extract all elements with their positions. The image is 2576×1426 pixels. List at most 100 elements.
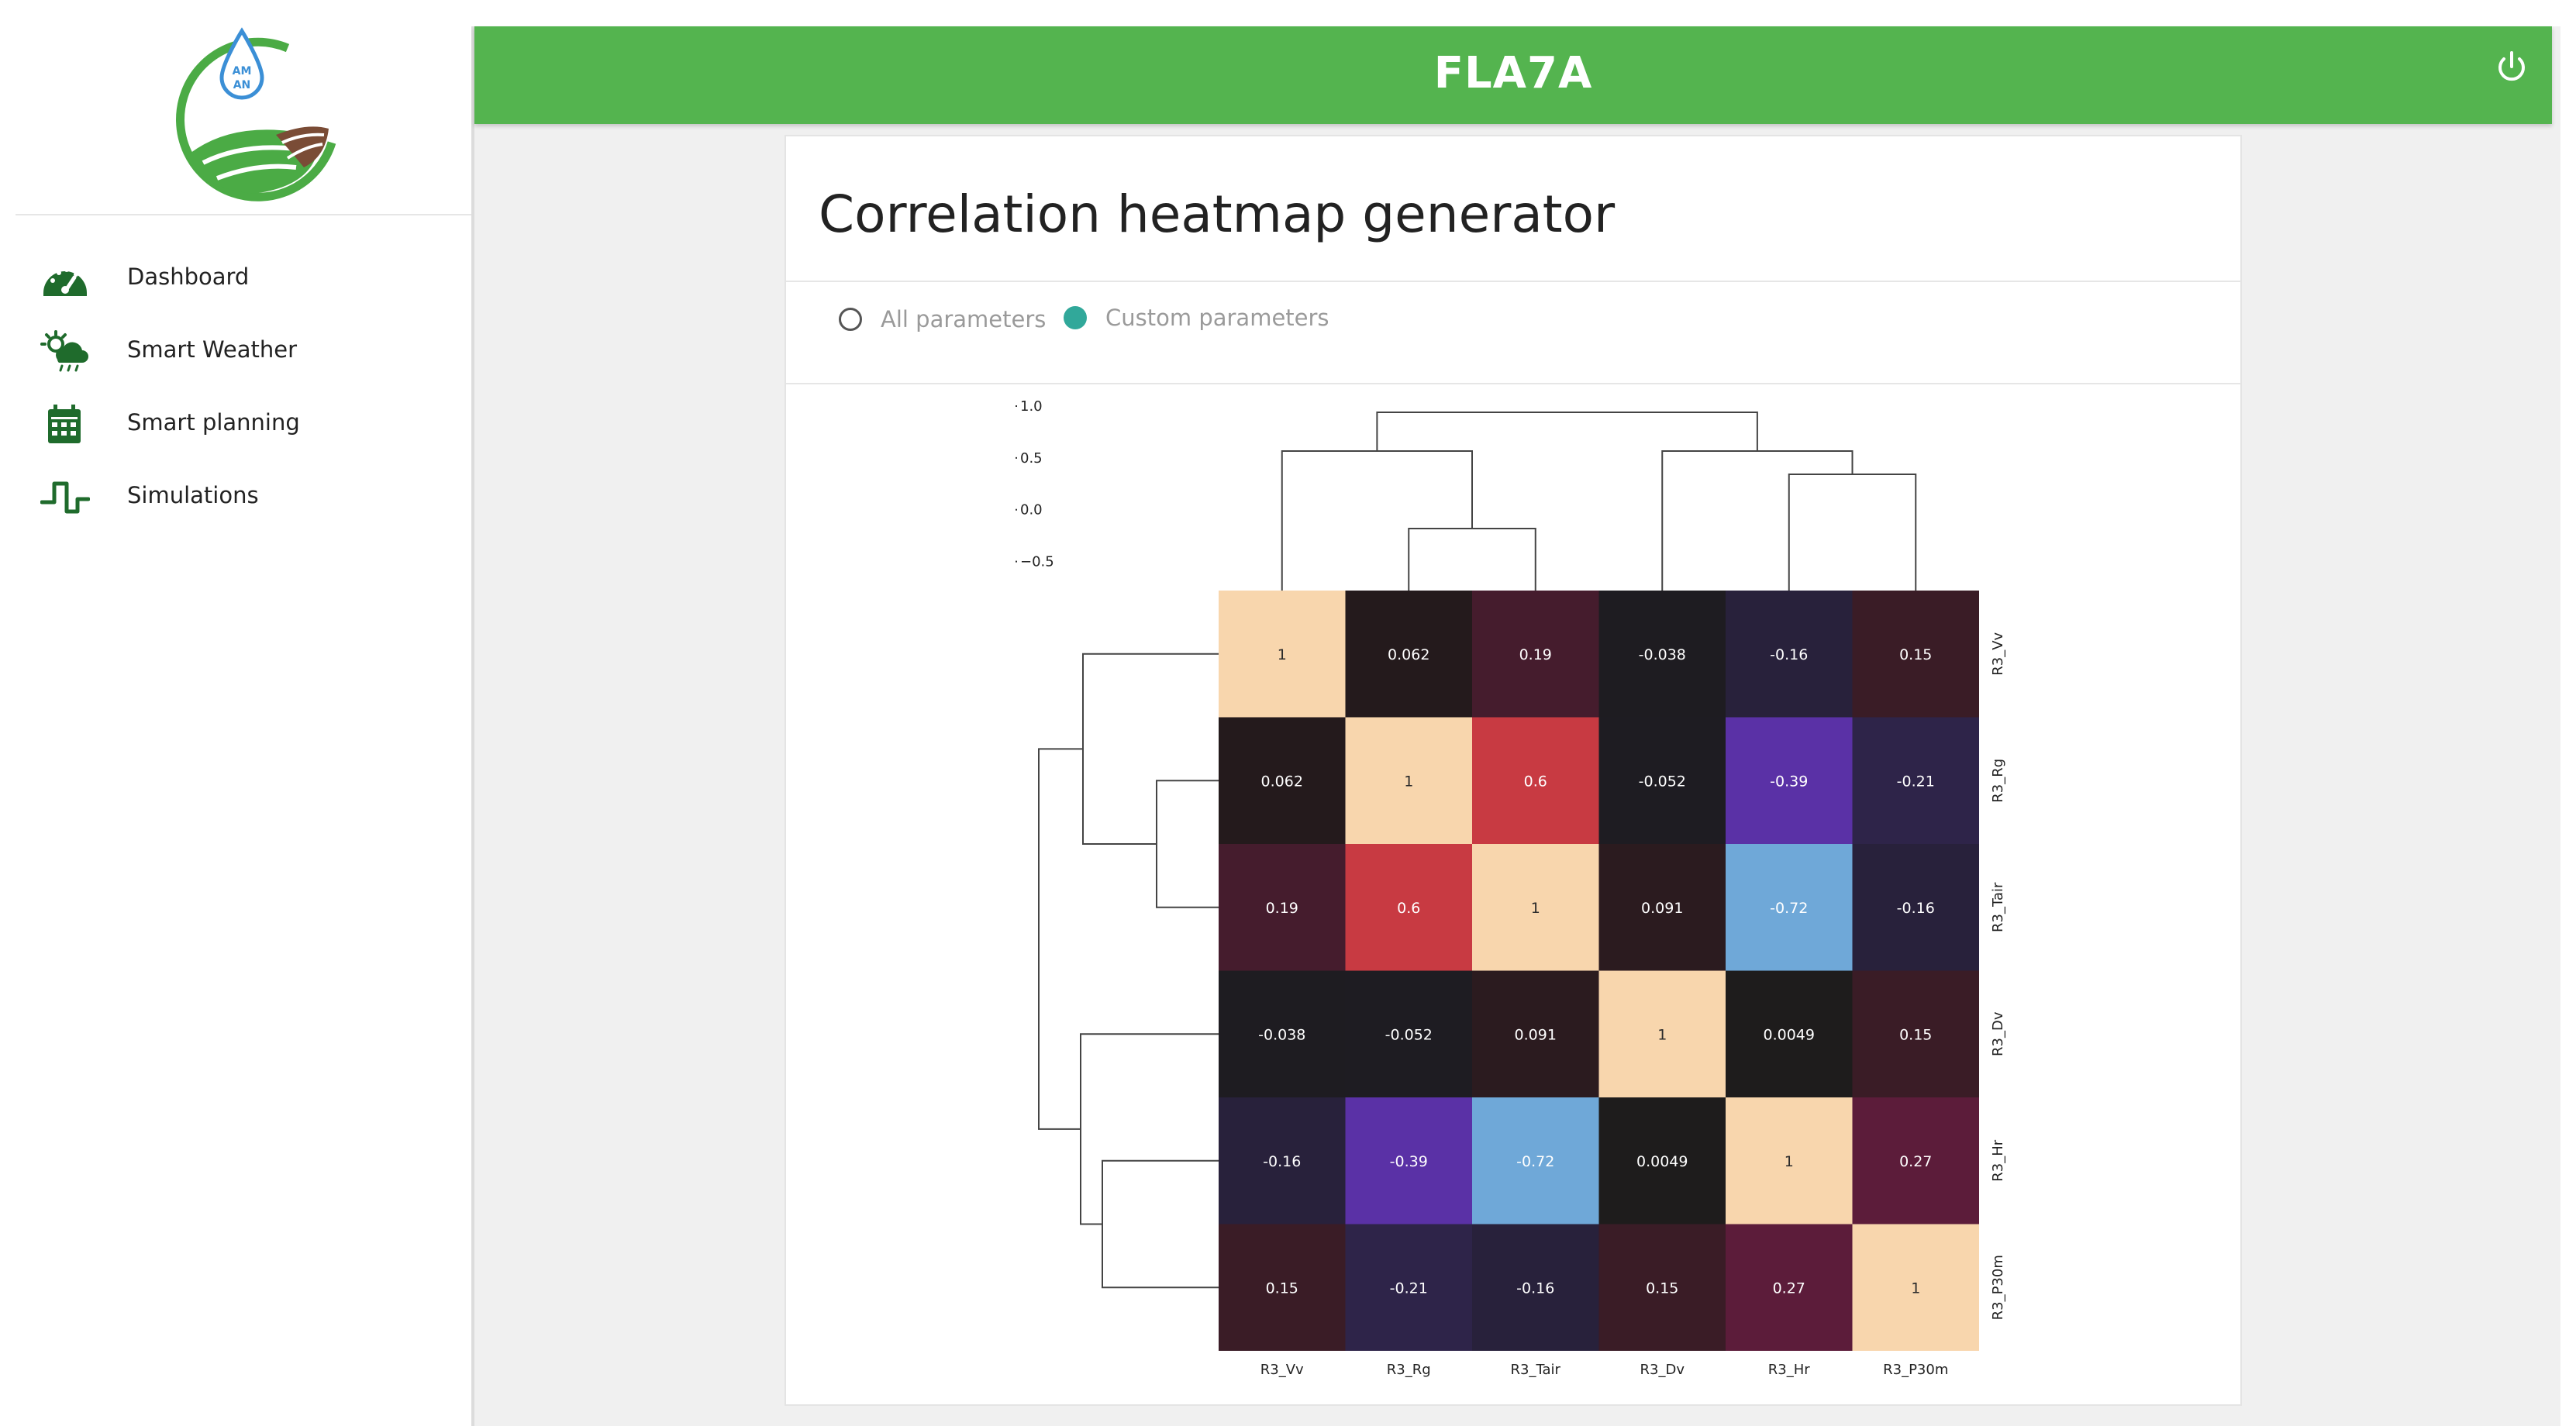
- calendar-icon: [48, 405, 81, 443]
- divider: [786, 281, 2240, 282]
- sidebar: AM AN Dashboard Smart Weather: [16, 26, 474, 1426]
- heatmap-cell-value: 0.6: [1397, 900, 1420, 917]
- heatmap-cell: [1598, 1097, 1726, 1224]
- heatmap-cell-value: 0.0049: [1636, 1153, 1688, 1170]
- radio-all-parameters[interactable]: All parameters: [839, 304, 1046, 335]
- colorbar-tick-label: −0.5: [1020, 554, 1054, 570]
- heatmap-cell-value: -0.16: [1516, 1280, 1554, 1297]
- heatmap-cell-value: 1: [1911, 1280, 1920, 1297]
- sidebar-item-smart-planning[interactable]: Smart planning: [16, 389, 471, 459]
- heatmap-cell: [1598, 591, 1726, 718]
- aman-logo[interactable]: AM AN: [160, 26, 346, 212]
- heatmap-cell-value: 1: [1785, 1153, 1794, 1170]
- heatmap-cell-value: 0.19: [1519, 646, 1552, 663]
- heatmap-cell-value: -0.16: [1263, 1153, 1301, 1170]
- heatmap-cell-value: -0.72: [1770, 900, 1808, 917]
- heatmap-cell: [1472, 717, 1599, 844]
- heatmap-cell: [1598, 844, 1726, 971]
- heatmap-cell-value: -0.72: [1516, 1153, 1554, 1170]
- heatmap-cell-value: 0.062: [1388, 646, 1429, 663]
- colorbar-tick-label: 0.0: [1020, 502, 1043, 518]
- app-title: FLA7A: [1433, 48, 1593, 98]
- heatmap-cell-value: -0.21: [1390, 1280, 1428, 1297]
- logo-text-top: AM: [233, 65, 252, 78]
- heatmap-cell: [1598, 1224, 1726, 1351]
- heatmap-cell-value: -0.21: [1897, 773, 1935, 790]
- heatmap-cell: [1345, 1097, 1472, 1224]
- dendrogram-link: [1080, 1033, 1219, 1225]
- signal-wave-icon: [40, 481, 90, 514]
- colorbar-tick-label: 1.0: [1020, 398, 1043, 415]
- row-dendrogram: [1038, 653, 1219, 1289]
- heatmap-cell: [1726, 717, 1853, 844]
- heatmap-cell-value: -0.39: [1770, 773, 1808, 790]
- heatmap-tick-labels: R3_Vv R3_Rg R3_Tair R3_Dv R3_Hr R3_P30m R3_Vv R…: [1260, 632, 2006, 1378]
- weather-icon: [40, 330, 88, 372]
- dendrogram-link: [1408, 528, 1536, 591]
- dendrogram-link: [1038, 748, 1083, 1130]
- heatmap-cell-value: 1: [1657, 1026, 1667, 1043]
- heatmap-cell: [1472, 591, 1599, 718]
- sidebar-item-simulations[interactable]: Simulations: [16, 462, 471, 532]
- heatmap-cell: [1219, 1097, 1346, 1224]
- heatmap-cell: [1472, 970, 1599, 1097]
- dendrogram-link: [1661, 450, 1854, 591]
- logo-text-bottom: AN: [233, 79, 251, 91]
- heatmap-cell: [1852, 717, 1979, 844]
- heatmap-cell-value: 0.6: [1524, 773, 1547, 790]
- sidebar-item-dashboard[interactable]: Dashboard: [16, 243, 471, 313]
- top-bar: FLA7A: [474, 26, 2552, 124]
- heatmap-cell-value: 0.091: [1515, 1026, 1557, 1043]
- heatmap-cell: [1852, 591, 1979, 718]
- heatmap-cell: [1219, 1224, 1346, 1351]
- heatmap-cell: [1726, 1097, 1853, 1224]
- sidebar-item-label: Smart planning: [127, 409, 300, 436]
- heatmap-cell-value: 1: [1531, 900, 1540, 917]
- heatmap-cell: [1345, 970, 1472, 1097]
- heatmap-cell-value: 0.15: [1899, 646, 1932, 663]
- heatmap-cell-value: 1: [1404, 773, 1413, 790]
- heatmap-cell-value: -0.16: [1770, 646, 1808, 663]
- heatmap-cell: [1472, 1224, 1599, 1351]
- heatmap-cell-value: 0.15: [1266, 1280, 1298, 1297]
- x-tick-label: R3_Dv: [1640, 1362, 1685, 1378]
- heatmap-cell: [1726, 844, 1853, 971]
- power-icon[interactable]: [2495, 50, 2529, 85]
- x-tick-label: R3_Rg: [1387, 1362, 1431, 1378]
- radio-custom-parameters[interactable]: Custom parameters: [1064, 302, 1329, 333]
- sidebar-item-smart-weather[interactable]: Smart Weather: [16, 316, 471, 386]
- dendrogram-link: [1082, 653, 1219, 845]
- heatmap-cell: [1345, 717, 1472, 844]
- radio-label: All parameters: [881, 306, 1047, 332]
- x-tick-label: R3_Vv: [1260, 1362, 1304, 1378]
- heatmap-cell-value: -0.39: [1390, 1153, 1428, 1170]
- heatmap-cell-value: 0.19: [1266, 900, 1298, 917]
- heatmap-cell: [1852, 1224, 1979, 1351]
- heatmap-cell: [1852, 844, 1979, 971]
- sidebar-item-label: Simulations: [127, 482, 259, 508]
- heatmap-cell: [1345, 1224, 1472, 1351]
- colorbar-tick-label: 0.5: [1020, 450, 1043, 467]
- heatmap-cell: [1472, 844, 1599, 971]
- heatmap-cell: [1219, 717, 1346, 844]
- heatmap-cell-value: 0.062: [1261, 773, 1303, 790]
- page-title: Correlation heatmap generator: [819, 184, 1616, 244]
- heatmap-cell-value: -0.052: [1385, 1026, 1433, 1043]
- heatmap-cell: [1598, 970, 1726, 1097]
- y-tick-label: R3_Dv: [1990, 1011, 2006, 1056]
- heatmap-cell: [1852, 1097, 1979, 1224]
- y-tick-label: R3_Hr: [1990, 1139, 2006, 1181]
- correlation-heatmap: 1.0 0.5 0.0 −0.5 1 0.062 0.19 -0.038 -0.16 0.15 0…: [1016, 398, 2006, 1378]
- divider: [786, 383, 2240, 384]
- heatmap-cell: [1345, 591, 1472, 718]
- y-tick-label: R3_Vv: [1990, 632, 2006, 675]
- heatmap-cell: [1345, 844, 1472, 971]
- heatmap-cell-value: -0.16: [1897, 900, 1935, 917]
- heatmap-cell-value: 0.0049: [1764, 1026, 1815, 1043]
- y-tick-label: R3_Rg: [1990, 759, 2006, 803]
- heatmap-cell: [1219, 970, 1346, 1097]
- heatmap-cell-value: -0.052: [1639, 773, 1686, 790]
- sidebar-item-label: Dashboard: [127, 264, 250, 290]
- radio-unchecked-icon: [839, 308, 862, 331]
- y-tick-label: R3_Tair: [1990, 882, 2006, 932]
